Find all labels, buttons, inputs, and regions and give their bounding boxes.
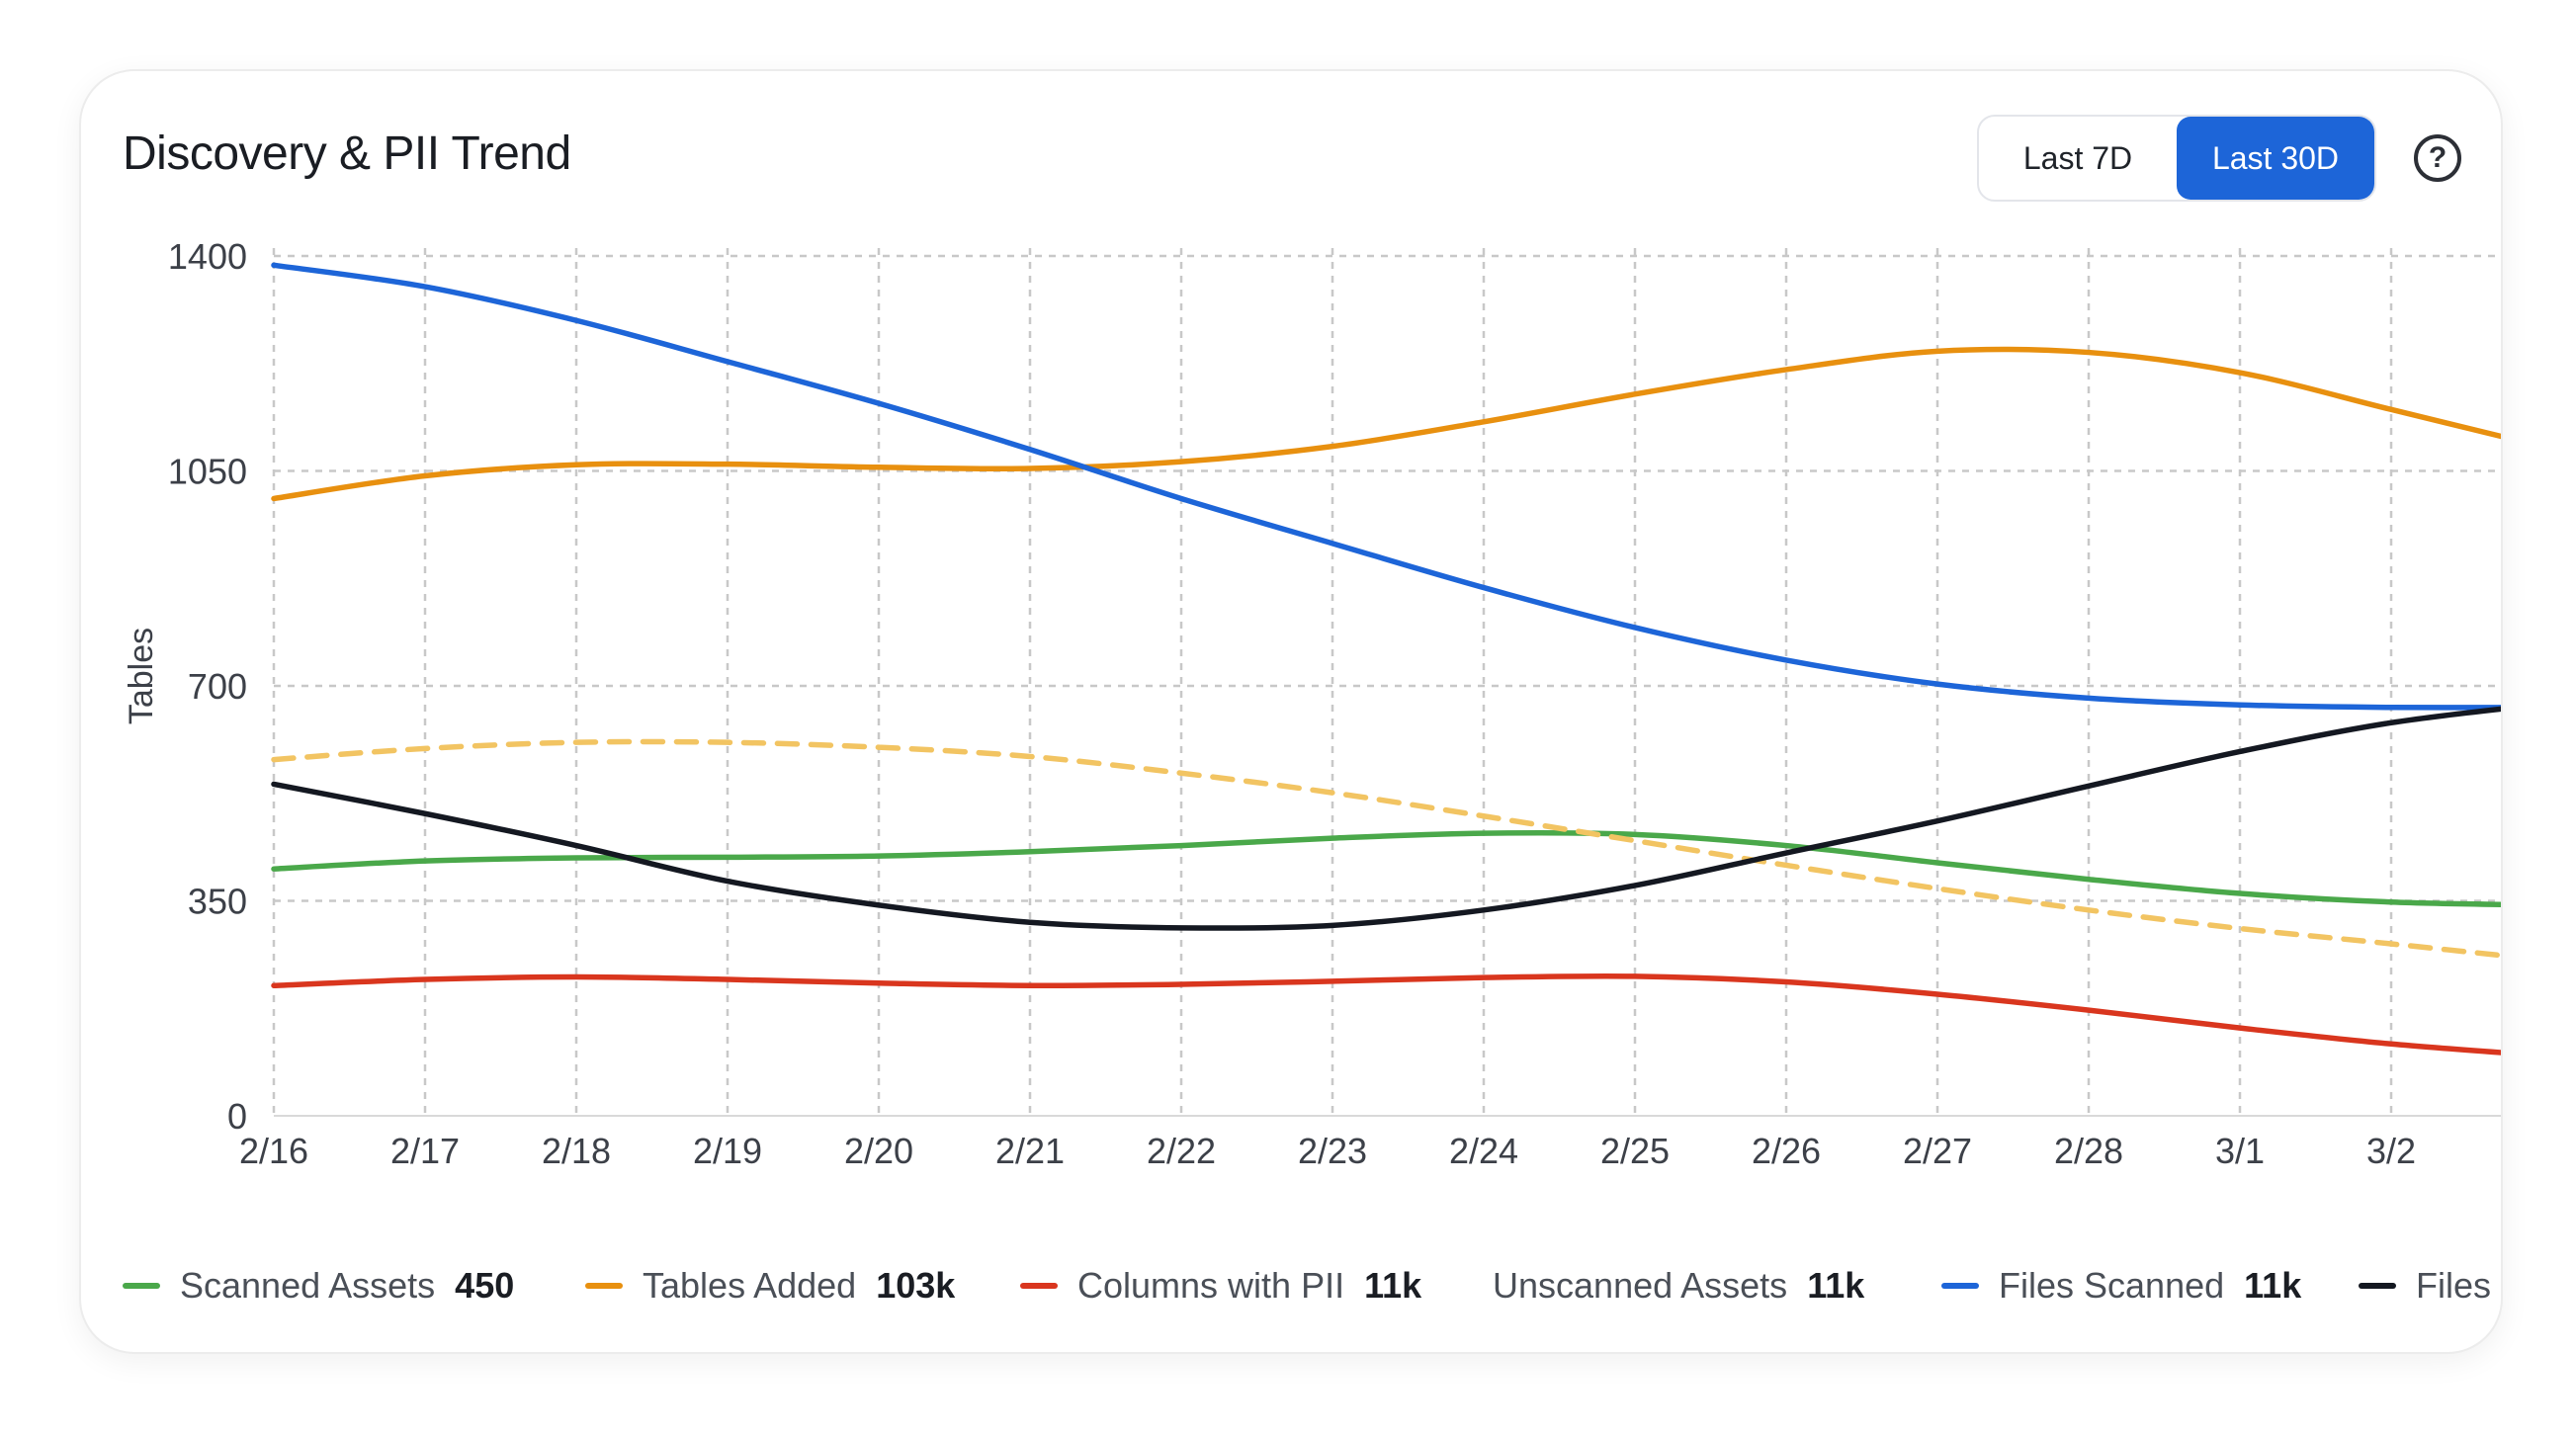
legend-item[interactable]: Files Scanned 11k [1941,1265,2301,1307]
legend-item[interactable]: Unscanned Assets 11k [1493,1265,1864,1307]
legend-swatch [585,1283,623,1289]
x-tick-label: 2/20 [844,1131,913,1171]
x-tick-label: 2/26 [1752,1131,1821,1171]
x-tick-label: 2/19 [693,1131,762,1171]
legend-swatch [2359,1283,2396,1289]
x-tick-label: 2/27 [1903,1131,1972,1171]
x-tick-label: 2/22 [1147,1131,1216,1171]
y-tick-label: 0 [227,1096,247,1137]
x-tick-label: 3/1 [2215,1131,2265,1171]
y-tick-label: 1050 [168,452,247,492]
x-tick-label: 2/21 [995,1131,1065,1171]
y-tick-label: 350 [188,882,247,922]
legend-label: Files v [2416,1265,2495,1306]
x-tick-label: 3/2 [2366,1131,2416,1171]
series-line-scanned-assets [271,829,2501,907]
legend-label: Scanned Assets [180,1265,436,1306]
legend-swatch [123,1283,160,1289]
x-tick-label: 2/16 [239,1131,308,1171]
legend-label: Tables Added [643,1265,857,1306]
series-line-unscanned-assets [271,738,2501,959]
legend-item[interactable]: Files v [2359,1265,2495,1307]
card-title: Discovery & PII Trend [123,127,571,180]
x-tick-label: 2/23 [1298,1131,1367,1171]
legend-value: 11k [1807,1265,1865,1306]
y-tick-label: 1400 [168,236,247,277]
legend-value: 450 [455,1265,515,1306]
trend-line-chart: 0 350 700 1050 1400 2/16 2/17 2/18 2/19 2/20 2/21 2… [123,236,2501,1171]
series-line-tables-added [271,346,2501,502]
x-tick-label: 2/17 [390,1131,460,1171]
legend-label: Unscanned Assets [1493,1265,1788,1306]
chart-legend: Scanned Assets 450 Tables Added 103k Columns… [123,1265,2495,1324]
legend-item[interactable]: Columns with PII 11k [1020,1265,1421,1307]
range-toggle: Last 7D Last 30D [1977,115,2376,202]
trend-card: Discovery & PII Trend Last 7D Last 30D ?… [79,69,2503,1354]
x-tick-label: 2/18 [542,1131,611,1171]
x-tick-label: 2/28 [2054,1131,2123,1171]
legend-swatch [1941,1283,1979,1289]
x-tick-label: 2/25 [1600,1131,1670,1171]
legend-label: Columns with PII [1077,1265,1345,1306]
legend-value: 11k [1364,1265,1422,1306]
legend-value: 103k [876,1265,956,1306]
x-tick-label: 2/24 [1449,1131,1518,1171]
series-line-columns-with-pii [271,972,2501,1056]
question-circle-icon[interactable]: ? [2414,134,2461,182]
series-line-files [271,706,2501,931]
range-option-7d[interactable]: Last 7D [2022,139,2133,176]
legend-item[interactable]: Tables Added 103k [585,1265,955,1307]
legend-swatch [1020,1283,1058,1289]
legend-item[interactable]: Scanned Assets 450 [123,1265,514,1307]
y-tick-label: 700 [188,666,247,707]
legend-value: 11k [2244,1265,2302,1306]
legend-label: Files Scanned [1999,1265,2225,1306]
range-option-30d[interactable]: Last 30D [2177,117,2374,200]
series-line-files-scanned [271,262,2501,711]
y-axis-label: Tables [123,628,160,724]
